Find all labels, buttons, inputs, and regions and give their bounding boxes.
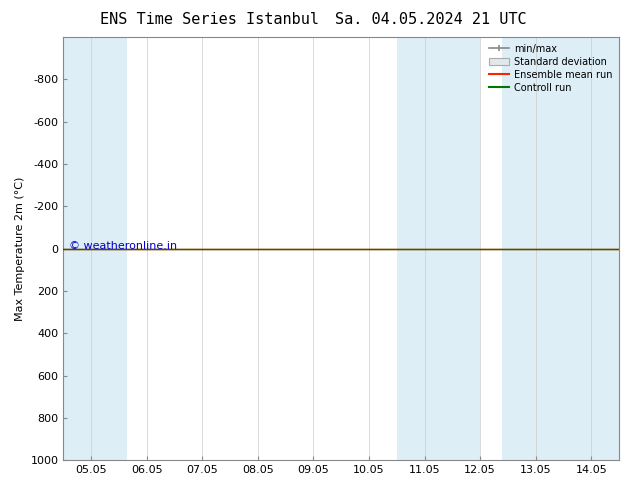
Bar: [502, 37, 619, 460]
Bar: [397, 37, 480, 460]
Text: © weatheronline.in: © weatheronline.in: [69, 242, 177, 251]
Legend: min/max, Standard deviation, Ensemble mean run, Controll run: min/max, Standard deviation, Ensemble me…: [486, 40, 616, 97]
Y-axis label: Max Temperature 2m (°C): Max Temperature 2m (°C): [15, 176, 25, 321]
Bar: [63, 37, 127, 460]
Text: Sa. 04.05.2024 21 UTC: Sa. 04.05.2024 21 UTC: [335, 12, 527, 27]
Text: ENS Time Series Istanbul: ENS Time Series Istanbul: [100, 12, 319, 27]
